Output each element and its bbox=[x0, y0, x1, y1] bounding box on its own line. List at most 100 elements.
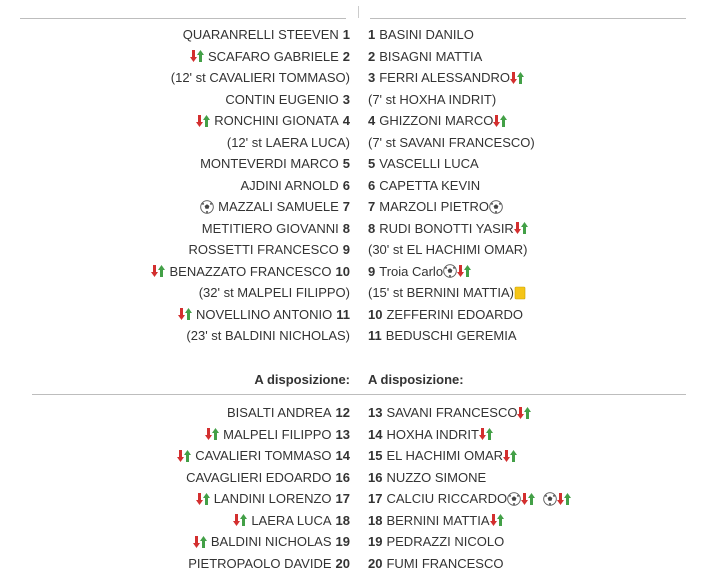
away-player: 17 CALCIU RICCARDO bbox=[368, 488, 572, 509]
player-name: SCAFARO GABRIELE bbox=[208, 48, 339, 64]
sub-out-icon bbox=[177, 307, 192, 321]
player-name: (12' st LAERA LUCA) bbox=[226, 134, 350, 150]
away-player: 14 HOXHA INDRIT bbox=[368, 424, 493, 445]
player-name: NOVELLINO ANTONIO bbox=[195, 306, 333, 322]
goal-ball-icon bbox=[489, 199, 503, 214]
player-name: (7' st HOXHA INDRIT) bbox=[368, 91, 497, 107]
lineup-row: (23' st BALDINI NICHOLAS) 11 BEDUSCHI GERE… bbox=[0, 325, 718, 346]
home-player: (12' st CAVALIERI TOMMASO) bbox=[171, 67, 350, 88]
away-player: 13 SAVANI FRANCESCO bbox=[368, 402, 532, 423]
shirt-number: 4 bbox=[342, 113, 350, 128]
shirt-number: 1 bbox=[342, 27, 350, 42]
home-player: SCAFARO GABRIELE 2 bbox=[190, 46, 350, 67]
player-name: FUMI FRANCESCO bbox=[386, 555, 504, 571]
shirt-number: 19 bbox=[335, 534, 350, 549]
home-player: LANDINI LORENZO 17 bbox=[195, 488, 350, 509]
player-name: CONTIN EUGENIO bbox=[225, 91, 339, 107]
sub-in-icon bbox=[478, 427, 493, 441]
sub-in-icon bbox=[521, 492, 536, 506]
away-player: 9 Troia Carlo bbox=[368, 261, 472, 282]
lineup-row: CONTIN EUGENIO 3 (7' st HOXHA INDRIT) bbox=[0, 89, 718, 110]
shirt-number: 8 bbox=[368, 220, 376, 236]
player-name: CAVALIERI TOMMASO bbox=[195, 448, 332, 463]
player-name: HOXHA INDRIT bbox=[386, 426, 479, 442]
away-player: 15 EL HACHIMI OMAR bbox=[368, 445, 517, 466]
player-name: MALPELI FILIPPO bbox=[223, 426, 332, 442]
shirt-number: 16 bbox=[335, 469, 350, 485]
sub-out-icon bbox=[513, 221, 528, 235]
sub-out-icon bbox=[190, 49, 204, 63]
player-name: MAZZALI SAMUELE bbox=[218, 199, 339, 214]
sub-out-icon bbox=[196, 114, 211, 128]
away-player: 20 FUMI FRANCESCO bbox=[368, 553, 503, 574]
lineup-row: METITIERO GIOVANNI 8 8 RUDI BONOTTI YASIR bbox=[0, 218, 718, 239]
sub-in-icon bbox=[177, 449, 192, 463]
away-player: 8 RUDI BONOTTI YASIR bbox=[368, 218, 528, 239]
shirt-number: 9 bbox=[342, 242, 350, 257]
shirt-number: 17 bbox=[335, 491, 350, 506]
player-name: MONTEVERDI MARCO bbox=[200, 156, 339, 171]
shirt-number: 5 bbox=[368, 156, 376, 171]
lineup-row: LANDINI LORENZO 17 17 CALCIU RICCARDO bbox=[0, 488, 718, 509]
player-name: (12' st CAVALIERI TOMMASO) bbox=[170, 70, 350, 85]
shirt-number: 11 bbox=[368, 328, 382, 343]
shirt-number: 9 bbox=[368, 263, 376, 279]
away-player: 1 BASINI DANILO bbox=[368, 24, 474, 45]
shirt-number: 16 bbox=[368, 469, 383, 485]
away-player: 4 GHIZZONI MARCO bbox=[368, 110, 508, 131]
sub-in-icon bbox=[517, 406, 532, 420]
home-player: MONTEVERDI MARCO 5 bbox=[200, 153, 350, 174]
lineup-row: BISALTI ANDREA 12 13 SAVANI FRANCESCO bbox=[0, 402, 718, 423]
away-player: 11 BEDUSCHI GEREMIA bbox=[368, 325, 517, 346]
lineup-row: RONCHINI GIONATA 4 4 GHIZZONI MARCO bbox=[0, 110, 718, 131]
player-name: BALDINI NICHOLAS bbox=[210, 534, 332, 549]
away-player: (7' st HOXHA INDRIT) bbox=[368, 89, 496, 110]
sub-in-icon bbox=[205, 427, 220, 441]
bench-divider bbox=[32, 394, 686, 395]
goal-ball-icon bbox=[507, 491, 521, 506]
player-name: (32' st MALPELI FILIPPO) bbox=[198, 285, 350, 300]
shirt-number: 10 bbox=[335, 263, 350, 279]
home-player: BALDINI NICHOLAS 19 bbox=[192, 531, 350, 552]
goal-ball-icon bbox=[543, 491, 557, 506]
shirt-number: 13 bbox=[368, 405, 383, 420]
home-player: CAVALIERI TOMMASO 14 bbox=[177, 445, 350, 466]
away-player: 6 CAPETTA KEVIN bbox=[368, 175, 480, 196]
lineup-row: MALPELI FILIPPO 13 14 HOXHA INDRIT bbox=[0, 424, 718, 445]
player-name: MARZOLI PIETRO bbox=[379, 199, 490, 214]
lineup-row: (32' st MALPELI FILIPPO) (15' st BERNINI … bbox=[0, 282, 718, 303]
goal-ball-icon bbox=[443, 264, 457, 278]
sub-out-icon bbox=[151, 264, 166, 278]
player-name: ROSSETTI FRANCESCO bbox=[188, 242, 339, 257]
home-player: (23' st BALDINI NICHOLAS) bbox=[186, 325, 350, 346]
lineup-row: CAVAGLIERI EDOARDO 16 16 NUZZO SIMONE bbox=[0, 467, 718, 488]
home-player: (32' st MALPELI FILIPPO) bbox=[199, 282, 350, 303]
shirt-number: 3 bbox=[368, 70, 376, 85]
away-player: (7' st SAVANI FRANCESCO) bbox=[368, 132, 535, 153]
lineup-row: (12' st CAVALIERI TOMMASO) 3 FERRI ALESSAN… bbox=[0, 67, 718, 88]
bench-header-right: A disposizione: bbox=[368, 372, 464, 387]
home-player: MALPELI FILIPPO 13 bbox=[205, 424, 350, 445]
home-player: (12' st LAERA LUCA) bbox=[227, 132, 350, 153]
home-player: CONTIN EUGENIO 3 bbox=[225, 89, 350, 110]
shirt-number: 12 bbox=[335, 405, 350, 420]
home-player: PIETROPAOLO DAVIDE 20 bbox=[188, 553, 350, 574]
top-divider-left bbox=[20, 18, 346, 19]
sub-in-icon bbox=[557, 492, 572, 506]
home-player: MAZZALI SAMUELE 7 bbox=[200, 196, 350, 217]
home-player: ROSSETTI FRANCESCO 9 bbox=[189, 239, 350, 260]
lineup-row: NOVELLINO ANTONIO 11 10 ZEFFERINI EDOARDO bbox=[0, 304, 718, 325]
lineup-row: MAZZALI SAMUELE 7 7 MARZOLI PIETRO bbox=[0, 196, 718, 217]
lineup-row: BENAZZATO FRANCESCO 10 9 Troia Carlo bbox=[0, 261, 718, 282]
player-name: (7' st SAVANI FRANCESCO) bbox=[368, 134, 535, 150]
shirt-number: 6 bbox=[342, 177, 350, 193]
lineup-row: BALDINI NICHOLAS 19 19 PEDRAZZI NICOLO bbox=[0, 531, 718, 552]
shirt-number: 20 bbox=[368, 555, 383, 571]
sub-in-icon bbox=[192, 535, 207, 549]
away-player: (30' st EL HACHIMI OMAR) bbox=[368, 239, 527, 260]
shirt-number: 8 bbox=[342, 220, 350, 236]
away-player: 10 ZEFFERINI EDOARDO bbox=[368, 304, 523, 325]
player-name: BISALTI ANDREA bbox=[227, 405, 332, 420]
shirt-number: 13 bbox=[335, 426, 350, 442]
player-name: BEDUSCHI GEREMIA bbox=[385, 328, 517, 343]
